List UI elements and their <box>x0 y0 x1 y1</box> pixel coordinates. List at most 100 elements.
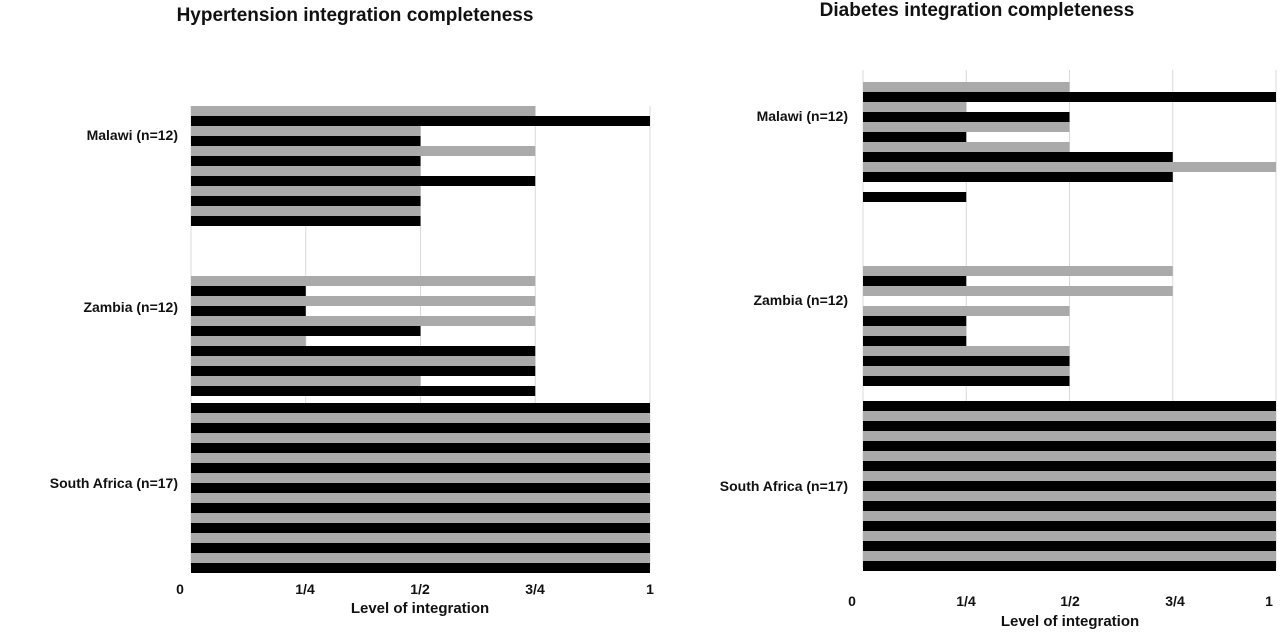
bar <box>191 306 306 316</box>
hypertension-chart: Hypertension integration completeness Ma… <box>50 5 654 617</box>
bar <box>191 423 650 433</box>
bar <box>191 106 536 116</box>
bar <box>863 336 967 346</box>
bar <box>863 411 1276 421</box>
category-label-south-africa: South Africa (n=17) <box>720 478 848 494</box>
bar <box>863 122 1070 132</box>
category-label-malawi: Malawi (n=12) <box>757 108 848 124</box>
bar <box>191 443 650 453</box>
bar <box>191 473 650 483</box>
bar <box>863 461 1276 471</box>
bar <box>191 483 650 493</box>
bar <box>191 276 536 286</box>
bar <box>863 162 1276 172</box>
bar <box>191 316 536 326</box>
x-tick-label: 0 <box>176 581 184 597</box>
bar <box>863 401 1276 411</box>
bar <box>191 453 650 463</box>
bar <box>191 366 536 376</box>
bar <box>191 336 306 346</box>
bar <box>191 356 536 366</box>
bar <box>191 346 536 356</box>
bar <box>863 356 1070 366</box>
bar <box>191 196 421 206</box>
x-tick-label: 1/4 <box>295 581 315 597</box>
bar <box>191 543 650 553</box>
bar <box>191 136 421 146</box>
chart-title: Hypertension integration completeness <box>177 5 534 26</box>
bar <box>863 561 1276 571</box>
bar <box>863 326 967 336</box>
bar <box>863 266 1173 276</box>
bar <box>863 521 1276 531</box>
x-tick-label: 1 <box>1265 593 1273 609</box>
bar <box>191 326 421 336</box>
bar <box>191 126 421 136</box>
category-label-zambia: Zambia (n=12) <box>83 299 178 315</box>
x-tick-label: 1/2 <box>1060 593 1080 609</box>
bar <box>863 431 1276 441</box>
bar <box>191 146 536 156</box>
bar <box>191 116 650 126</box>
x-tick-label: 3/4 <box>525 581 545 597</box>
bar <box>863 441 1276 451</box>
bar <box>863 286 1173 296</box>
bar <box>863 102 967 112</box>
bar <box>863 152 1173 162</box>
bar <box>191 513 650 523</box>
bar <box>863 451 1276 461</box>
x-axis-label: Level of integration <box>1001 613 1139 630</box>
bar <box>191 286 306 296</box>
bar <box>191 296 536 306</box>
x-tick-label: 1/4 <box>956 593 976 609</box>
bar <box>191 166 421 176</box>
bar <box>191 523 650 533</box>
bar <box>863 551 1276 561</box>
bars <box>863 82 1276 571</box>
bar <box>191 403 650 413</box>
bar <box>191 503 650 513</box>
bar <box>863 316 967 326</box>
bar <box>863 501 1276 511</box>
bar <box>863 92 1276 102</box>
bar <box>191 176 536 186</box>
bar <box>191 206 421 216</box>
bar <box>191 186 421 196</box>
bar <box>863 172 1173 182</box>
bar <box>863 346 1070 356</box>
x-tick-label: 3/4 <box>1165 593 1185 609</box>
category-label-south-africa: South Africa (n=17) <box>50 475 178 491</box>
bar <box>863 421 1276 431</box>
bar <box>863 541 1276 551</box>
bar <box>863 531 1276 541</box>
bar <box>863 142 1070 152</box>
bars <box>191 106 650 573</box>
bar <box>863 481 1276 491</box>
category-label-malawi: Malawi (n=12) <box>87 127 178 143</box>
bar <box>863 366 1070 376</box>
bar <box>191 563 650 573</box>
bar <box>863 112 1070 122</box>
category-label-zambia: Zambia (n=12) <box>753 292 848 308</box>
bar <box>191 433 650 443</box>
bar <box>191 376 421 386</box>
bar <box>191 533 650 543</box>
bar <box>191 386 536 396</box>
chart-title: Diabetes integration completeness <box>820 0 1135 21</box>
bar <box>863 511 1276 521</box>
bar <box>863 192 967 202</box>
bar <box>191 156 421 166</box>
bar <box>191 553 650 563</box>
x-tick-label: 1 <box>646 581 654 597</box>
bar <box>191 463 650 473</box>
bar <box>863 276 967 286</box>
bar <box>863 471 1276 481</box>
x-tick-label: 0 <box>848 593 856 609</box>
bar <box>863 376 1070 386</box>
bar <box>191 216 421 226</box>
bar <box>863 82 1070 92</box>
bar <box>863 306 1070 316</box>
x-axis-label: Level of integration <box>351 600 489 617</box>
bar <box>191 413 650 423</box>
